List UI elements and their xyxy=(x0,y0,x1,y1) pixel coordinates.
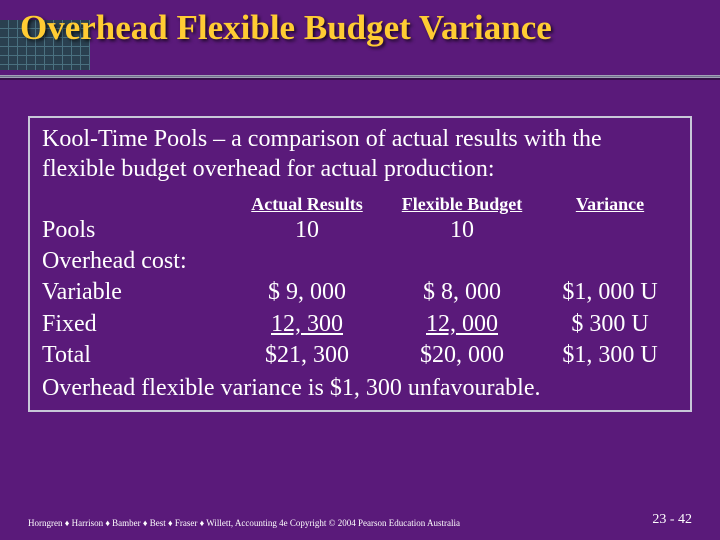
row-budget: $20, 000 xyxy=(382,340,542,371)
row-budget: 10 xyxy=(382,215,542,246)
row-variance xyxy=(542,246,678,277)
slide-title: Overhead Flexible Budget Variance xyxy=(20,8,700,48)
table-header-row: Actual Results Flexible Budget Variance xyxy=(42,194,678,215)
header-actual: Actual Results xyxy=(232,194,382,215)
row-actual: $ 9, 000 xyxy=(232,277,382,308)
content-box: Kool-Time Pools – a comparison of actual… xyxy=(28,116,692,412)
row-actual: 10 xyxy=(232,215,382,246)
footer: Horngren ♦ Harrison ♦ Bamber ♦ Best ♦ Fr… xyxy=(28,512,692,528)
row-actual: $21, 300 xyxy=(232,340,382,371)
row-label: Variable xyxy=(42,277,232,308)
row-budget: $ 8, 000 xyxy=(382,277,542,308)
row-label: Overhead cost: xyxy=(42,246,232,277)
row-actual: 12, 300 xyxy=(232,309,382,340)
row-budget xyxy=(382,246,542,277)
table-row: Total $21, 300 $20, 000 $1, 300 U xyxy=(42,340,678,371)
table-row: Pools 10 10 xyxy=(42,215,678,246)
footer-attribution: Horngren ♦ Harrison ♦ Bamber ♦ Best ♦ Fr… xyxy=(28,518,460,528)
title-underline xyxy=(0,75,720,78)
footer-page-number: 23 - 42 xyxy=(652,512,692,528)
row-actual xyxy=(232,246,382,277)
header-spacer xyxy=(42,194,232,215)
row-budget: 12, 000 xyxy=(382,309,542,340)
row-label: Total xyxy=(42,340,232,371)
header-budget: Flexible Budget xyxy=(382,194,542,215)
table-row: Overhead cost: xyxy=(42,246,678,277)
row-variance: $ 300 U xyxy=(542,309,678,340)
row-variance: $1, 000 U xyxy=(542,277,678,308)
row-variance xyxy=(542,215,678,246)
header-variance: Variance xyxy=(542,194,678,215)
table-row: Fixed 12, 300 12, 000 $ 300 U xyxy=(42,309,678,340)
intro-text: Kool-Time Pools – a comparison of actual… xyxy=(42,124,678,184)
row-variance: $1, 300 U xyxy=(542,340,678,371)
table-row: Variable $ 9, 000 $ 8, 000 $1, 000 U xyxy=(42,277,678,308)
row-label: Pools xyxy=(42,215,232,246)
conclusion-text: Overhead flexible variance is $1, 300 un… xyxy=(42,375,678,402)
title-area: Overhead Flexible Budget Variance xyxy=(20,8,700,48)
row-label: Fixed xyxy=(42,309,232,340)
